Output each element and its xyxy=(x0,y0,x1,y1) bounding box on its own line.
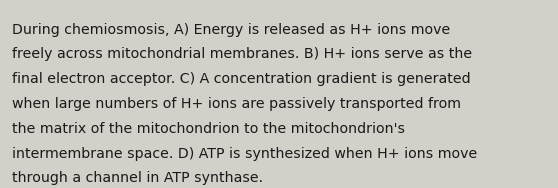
Text: final electron acceptor. C) A concentration gradient is generated: final electron acceptor. C) A concentrat… xyxy=(12,72,471,86)
Text: when large numbers of H+ ions are passively transported from: when large numbers of H+ ions are passiv… xyxy=(12,97,461,111)
Text: freely across mitochondrial membranes. B) H+ ions serve as the: freely across mitochondrial membranes. B… xyxy=(12,47,473,61)
Text: During chemiosmosis, A) Energy is released as H+ ions move: During chemiosmosis, A) Energy is releas… xyxy=(12,23,450,36)
Text: the matrix of the mitochondrion to the mitochondrion's: the matrix of the mitochondrion to the m… xyxy=(12,122,405,136)
Text: through a channel in ATP synthase.: through a channel in ATP synthase. xyxy=(12,171,263,185)
Text: intermembrane space. D) ATP is synthesized when H+ ions move: intermembrane space. D) ATP is synthesiz… xyxy=(12,147,478,161)
